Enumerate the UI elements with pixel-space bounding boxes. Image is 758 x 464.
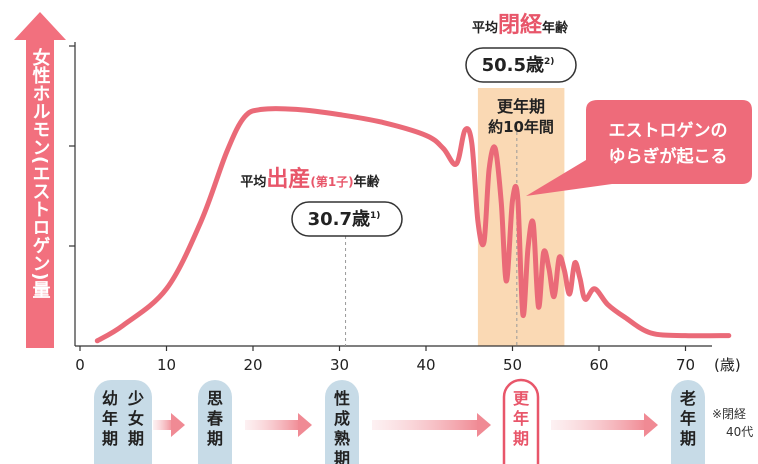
life-stage-label-char: 少 — [127, 389, 144, 408]
x-axis-unit: (歳) — [714, 356, 741, 374]
life-stage-label-char: 年 — [680, 409, 696, 428]
x-tick-label: 60 — [589, 356, 608, 374]
life-stage: 少女期 幼年期 — [94, 380, 152, 464]
y-axis-arrow: 女性ホルモン(エストロゲン)量 — [14, 12, 66, 348]
callout-bubble — [526, 100, 752, 196]
svg-text:平均出産(第1子)年齢: 平均出産(第1子)年齢 — [240, 166, 380, 192]
life-stage-box — [325, 380, 359, 464]
life-stage-label-char: 思 — [207, 389, 223, 408]
x-tick-label: 40 — [416, 356, 435, 374]
life-stage-box — [198, 380, 232, 464]
x-tick-label: 10 — [157, 356, 176, 374]
life-stage-label-char: 老 — [679, 389, 696, 408]
life-stage-label-char: 年 — [513, 409, 529, 428]
life-stage-label-char: 期 — [102, 429, 118, 448]
birth-value-pill — [291, 201, 403, 237]
stage-arrow — [372, 413, 491, 437]
life-stage: 更年期 — [502, 378, 540, 464]
svg-text:50.5歳2): 50.5歳2) — [482, 55, 555, 76]
birth-label-part: 年齢 — [354, 174, 381, 190]
meno-label-part: 平均 — [472, 20, 498, 36]
x-tick-label: 70 — [676, 356, 695, 374]
svg-text:30.7歳1): 30.7歳1) — [308, 209, 381, 230]
stage-arrow — [551, 413, 658, 437]
birth-annotation: 平均出産(第1子)年齢 30.7歳1) — [240, 166, 403, 237]
life-stage-box — [502, 378, 540, 464]
life-stage: 老年期 — [671, 380, 705, 464]
life-stage-label-char: 期 — [680, 429, 696, 448]
life-stage-label-char: 女 — [128, 409, 144, 428]
life-stage-label-char: 成 — [334, 409, 350, 428]
meno-footnote-ref: 2) — [544, 57, 554, 67]
life-stage-box — [94, 380, 152, 464]
birth-value: 30.7歳 — [308, 209, 370, 230]
life-stage-label-char: 期 — [334, 449, 350, 464]
estrogen-curve — [94, 106, 732, 344]
life-stage-label-char: 幼 — [102, 389, 118, 408]
birth-label-part: 平均 — [240, 174, 266, 190]
birth-label-accent: 出産 — [266, 166, 310, 192]
svg-text:平均閉経年齢: 平均閉経年齢 — [472, 12, 569, 38]
band-subtitle: 約10年間 — [488, 118, 554, 136]
birth-label-paren: (第1子) — [310, 174, 353, 189]
callout-line-2: ゆらぎが起こる — [609, 146, 728, 167]
life-stage: 思春期 — [198, 380, 232, 464]
x-tick-label: 0 — [75, 356, 85, 374]
life-stage-label-char: 期 — [128, 429, 144, 448]
footnote-line-2: 40代 — [726, 425, 753, 439]
life-stage-label-char: 期 — [513, 429, 529, 448]
life-stage-box — [671, 380, 705, 464]
birth-footnote-ref: 1) — [370, 211, 380, 221]
x-tick-label: 20 — [243, 356, 262, 374]
stage-arrow — [153, 413, 185, 437]
band-title: 更年期 — [497, 97, 545, 116]
x-tick-label: 30 — [330, 356, 349, 374]
meno-label-accent: 閉経 — [498, 12, 543, 38]
meno-label-part: 年齢 — [542, 20, 569, 36]
callout-line-1: エストロゲンの — [609, 120, 728, 141]
life-stage-label-char: 春 — [206, 409, 224, 428]
meno-value: 50.5歳 — [482, 55, 544, 76]
life-stage-label-char: 熟 — [334, 429, 350, 448]
life-stage-label-char: 年 — [102, 409, 118, 428]
y-axis-label: 女性ホルモン(エストロゲン)量 — [30, 47, 51, 299]
life-stage-label-char: 期 — [207, 429, 223, 448]
life-stage-label-char: 更 — [513, 389, 530, 408]
stage-arrow — [245, 413, 312, 437]
life-stage-label-char: 性 — [334, 389, 350, 408]
menopause-annotation: 平均閉経年齢 50.5歳2) — [465, 12, 577, 83]
x-tick-label: 50 — [503, 356, 522, 374]
footnote-line-1: ※閉経 — [712, 407, 746, 421]
meno-value-pill — [465, 47, 577, 83]
fluctuation-callout: エストロゲンの ゆらぎが起こる — [526, 100, 752, 196]
